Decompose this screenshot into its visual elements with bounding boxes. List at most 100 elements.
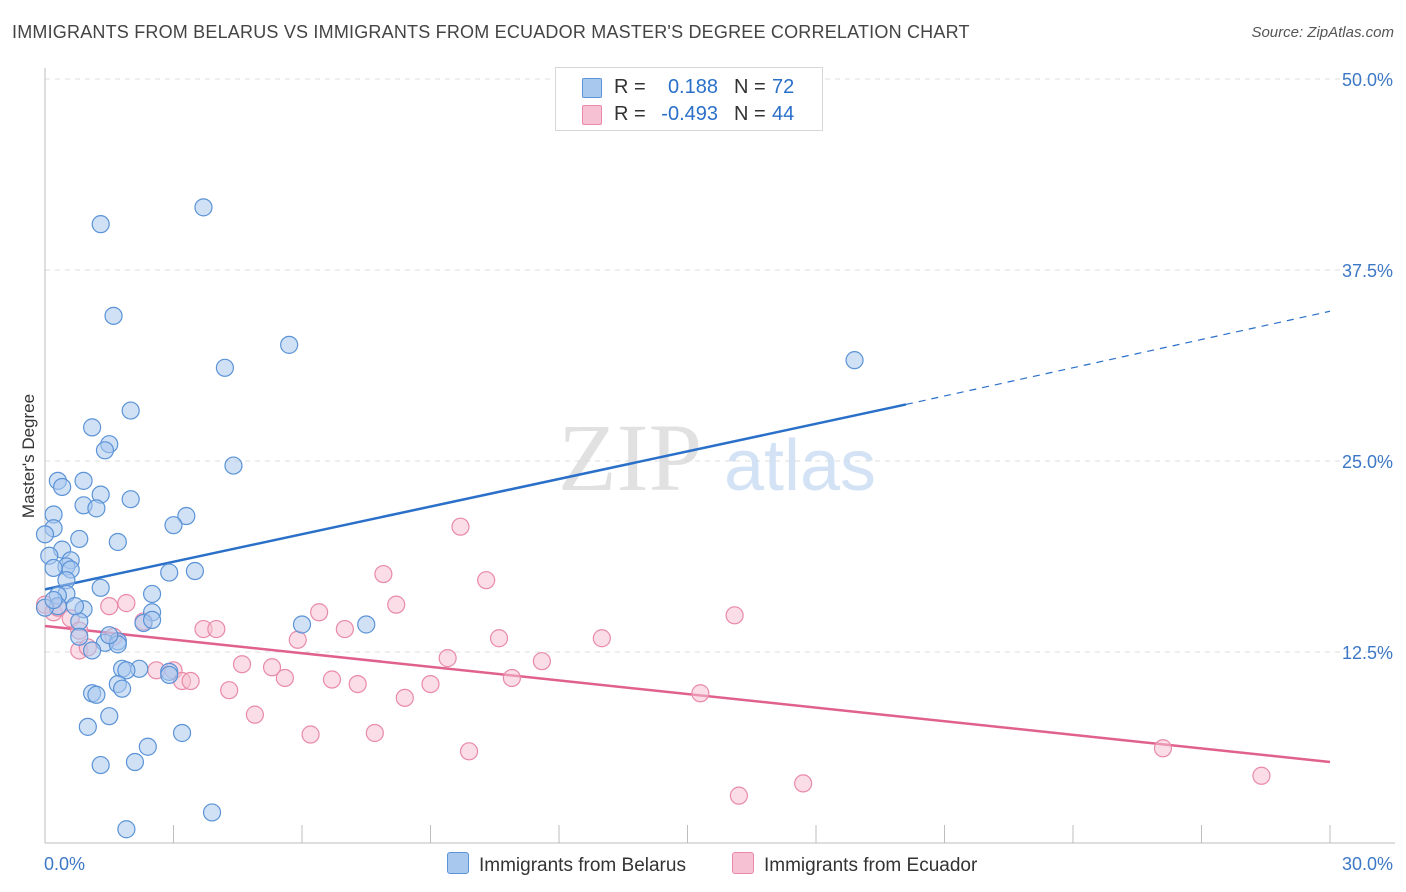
point-belarus xyxy=(95,441,115,460)
bottom-legend-ecuador: Immigrants from Ecuador xyxy=(732,852,977,877)
point-ecuador xyxy=(477,571,496,590)
point-belarus xyxy=(142,584,162,604)
legend-r-value: 0.188 xyxy=(667,76,718,98)
point-ecuador xyxy=(729,786,749,805)
point-belarus xyxy=(35,525,55,544)
point-belarus xyxy=(160,665,179,685)
x-tick-label: 30.0% xyxy=(1342,854,1393,874)
legend-r-label: R = xyxy=(614,76,646,98)
point-belarus xyxy=(117,820,136,839)
x-tick-label: 0.0% xyxy=(44,854,85,874)
point-belarus xyxy=(215,358,234,377)
point-belarus xyxy=(100,626,119,645)
trend-line-ecuador xyxy=(44,624,1331,764)
point-belarus xyxy=(87,685,106,704)
point-belarus xyxy=(202,803,222,822)
point-ecuador xyxy=(335,619,354,639)
point-ecuador xyxy=(207,619,226,639)
point-belarus xyxy=(108,532,127,552)
bottom-legend-swatch-blue xyxy=(447,852,469,874)
point-ecuador xyxy=(365,723,384,743)
point-belarus xyxy=(91,215,110,234)
tick-labels: 12.5% 25.0% 37.5% 50.0% 0.0% 30.0% xyxy=(44,70,1393,874)
point-belarus xyxy=(160,563,179,582)
point-belarus xyxy=(104,306,123,325)
point-ecuador xyxy=(532,652,551,671)
point-belarus xyxy=(121,401,140,420)
point-ecuador xyxy=(691,684,710,703)
point-ecuador xyxy=(1153,739,1173,758)
point-belarus xyxy=(125,752,145,772)
point-ecuador xyxy=(262,658,282,677)
point-ecuador xyxy=(489,629,509,648)
correlation-legend: R = 0.188 N = 72 R = -0.493 N = 44 xyxy=(555,67,823,131)
point-belarus xyxy=(91,578,110,597)
point-belarus xyxy=(194,198,213,217)
point-belarus xyxy=(121,490,140,509)
axes xyxy=(44,68,1395,844)
legend-row-ecuador: R = -0.493 N = 44 xyxy=(556,101,822,127)
point-belarus xyxy=(91,755,110,775)
point-belarus xyxy=(177,506,196,526)
point-ecuador xyxy=(502,668,521,688)
point-ecuador xyxy=(220,681,239,700)
point-belarus xyxy=(357,615,376,634)
chart-title: IMMIGRANTS FROM BELARUS VS IMMIGRANTS FR… xyxy=(12,22,970,42)
point-belarus xyxy=(78,717,97,736)
point-belarus xyxy=(117,661,136,680)
point-belarus xyxy=(83,641,102,660)
point-ecuador xyxy=(387,595,406,614)
y-tick-label: 12.5% xyxy=(1342,643,1393,663)
point-ecuador xyxy=(117,594,136,613)
point-ecuador xyxy=(232,655,252,674)
source-label: Source: ZipAtlas.com xyxy=(1251,24,1394,41)
gridlines xyxy=(45,78,1395,653)
legend-r-label: R = xyxy=(614,103,646,125)
trend-line-belarus-extension xyxy=(905,310,1331,406)
data-points xyxy=(35,198,1271,839)
point-ecuador xyxy=(181,671,200,691)
point-ecuador xyxy=(245,705,264,724)
bottom-legend-label-belarus: Immigrants from Belarus xyxy=(479,855,686,876)
point-belarus xyxy=(70,627,89,646)
legend-n-value: 44 xyxy=(772,103,795,125)
point-belarus xyxy=(845,351,864,370)
point-ecuador xyxy=(348,674,367,694)
point-belarus xyxy=(142,610,162,630)
legend-row-belarus: R = 0.188 N = 72 xyxy=(556,74,822,100)
point-belarus xyxy=(292,615,312,634)
trend-lines xyxy=(44,310,1331,764)
legend-n-label: N = xyxy=(734,103,766,125)
point-belarus xyxy=(138,737,157,756)
point-belarus xyxy=(44,558,63,578)
point-ecuador xyxy=(288,630,307,649)
y-tick-label: 50.0% xyxy=(1342,70,1393,90)
point-belarus xyxy=(44,590,63,610)
point-belarus xyxy=(70,529,89,549)
point-ecuador xyxy=(421,674,440,694)
bottom-legend-belarus: Immigrants from Belarus xyxy=(447,852,686,877)
point-ecuador xyxy=(592,629,611,648)
point-ecuador xyxy=(794,774,813,793)
point-ecuador xyxy=(374,564,393,584)
point-ecuador xyxy=(301,725,320,744)
point-belarus xyxy=(74,471,93,490)
point-belarus xyxy=(70,612,89,631)
y-axis-label: Master's Degree xyxy=(19,394,38,518)
point-belarus xyxy=(53,477,72,497)
legend-r-value: -0.493 xyxy=(661,103,718,125)
legend-n-label: N = xyxy=(734,76,766,98)
point-ecuador xyxy=(275,668,294,688)
point-belarus xyxy=(83,418,102,437)
bottom-legend-swatch-pink xyxy=(732,852,754,874)
trend-line-belarus xyxy=(44,403,907,591)
bottom-legend-label-ecuador: Immigrants from Ecuador xyxy=(764,855,978,876)
point-belarus xyxy=(112,679,132,698)
y-tick-label: 25.0% xyxy=(1342,452,1393,472)
point-ecuador xyxy=(459,742,479,761)
point-belarus xyxy=(185,561,205,581)
point-belarus xyxy=(100,707,119,726)
legend-swatch-pink xyxy=(582,105,602,125)
point-ecuador xyxy=(395,688,414,707)
